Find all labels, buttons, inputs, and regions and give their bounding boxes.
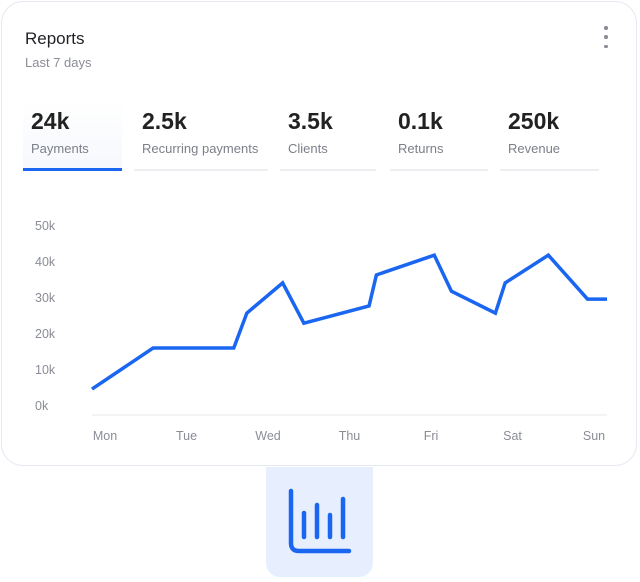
x-tick-label: Wed <box>255 429 281 443</box>
x-tick-label: Fri <box>424 429 439 443</box>
line-chart: 0k 10k 20k 30k 40k 50k Mon Tue Wed Thu Fri Sat Sun <box>0 0 640 460</box>
x-tick-label: Thu <box>339 429 361 443</box>
x-tick-label: Mon <box>93 429 117 443</box>
x-tick-label: Tue <box>176 429 197 443</box>
report-badge <box>266 467 373 577</box>
series-line <box>92 255 607 389</box>
y-tick-label: 30k <box>35 291 56 305</box>
x-tick-label: Sun <box>583 429 605 443</box>
y-tick-label: 50k <box>35 219 56 233</box>
y-tick-label: 10k <box>35 363 56 377</box>
y-tick-label: 20k <box>35 327 56 341</box>
x-tick-label: Sat <box>503 429 522 443</box>
bar-chart-icon <box>266 467 373 577</box>
y-tick-label: 40k <box>35 255 56 269</box>
y-tick-label: 0k <box>35 399 49 413</box>
